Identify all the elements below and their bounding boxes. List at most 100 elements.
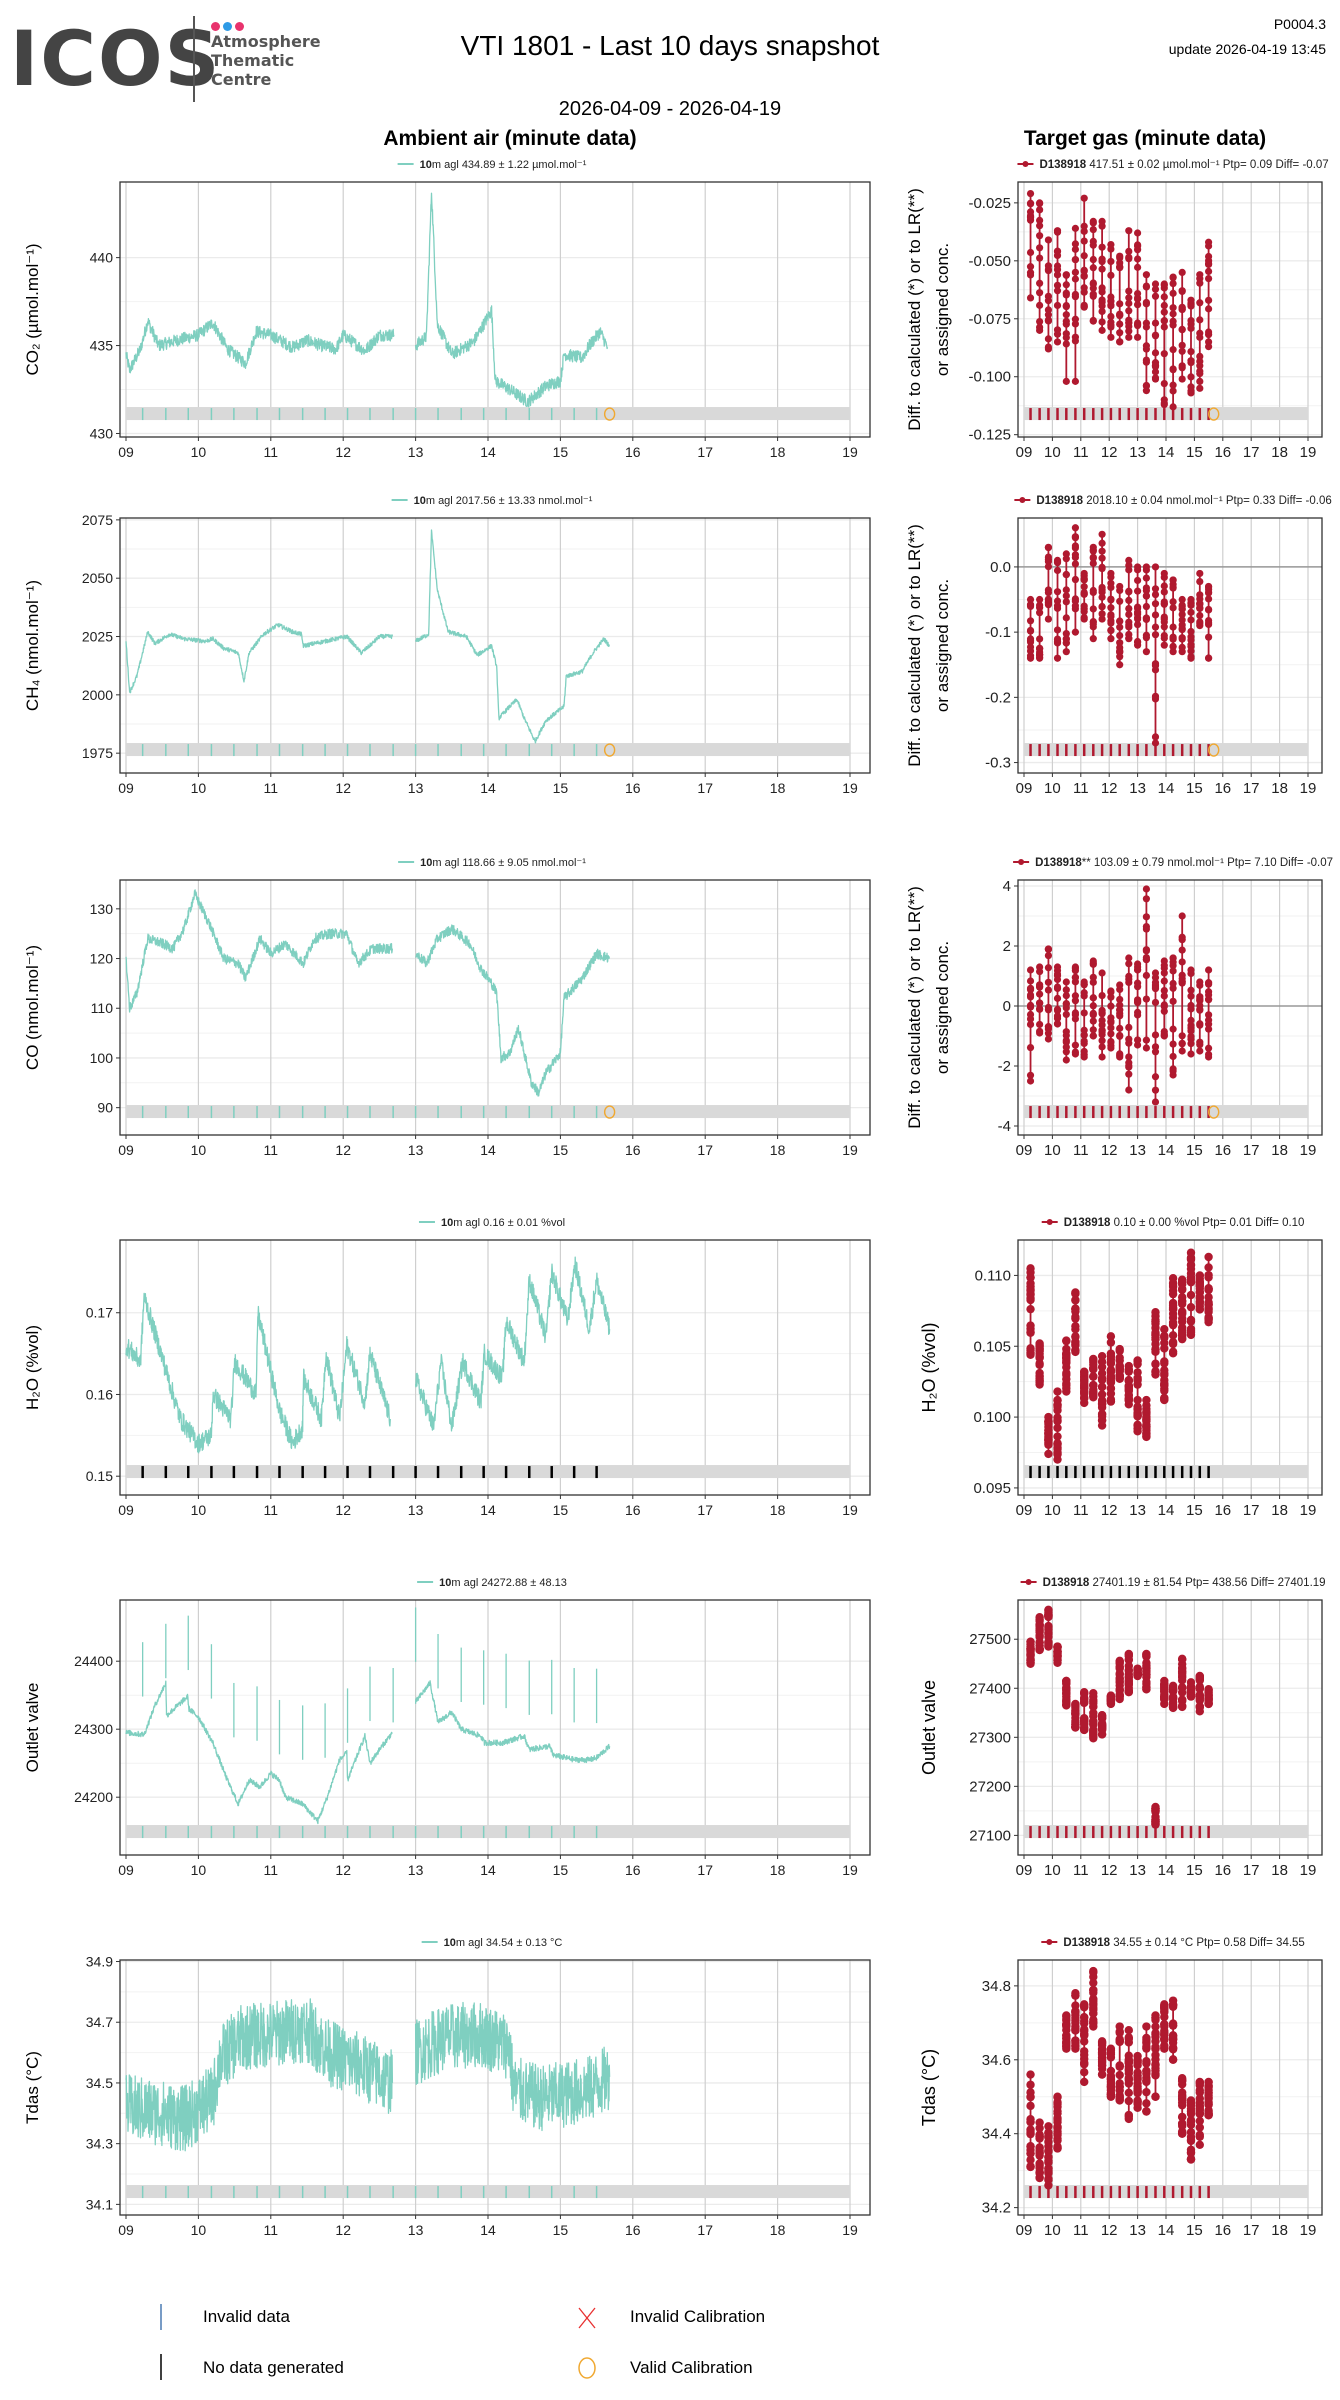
- target-data-point: [1107, 312, 1115, 321]
- y-tick-label: 0: [1003, 998, 1011, 1015]
- logo-line-2: Thematic: [211, 51, 295, 70]
- target-data-point: [1142, 971, 1151, 980]
- x-tick-label: 15: [553, 444, 569, 460]
- target-data-point: [1062, 311, 1070, 319]
- target-data-point: [1195, 2098, 1204, 2108]
- target-data-point: [1195, 2086, 1204, 2095]
- target-data-point: [1178, 287, 1186, 295]
- target-data-point: [1177, 2093, 1187, 2103]
- target-data-point: [1071, 1314, 1080, 1323]
- flag-band: [1024, 1105, 1308, 1119]
- target-data-point: [1169, 321, 1177, 329]
- target-data-point: [1196, 577, 1204, 586]
- target-data-point: [1053, 1020, 1062, 1028]
- target-data-point: [1125, 1063, 1133, 1071]
- target-data-point: [1089, 586, 1097, 595]
- target-data-point: [1187, 296, 1195, 304]
- target-data-point: [1205, 1050, 1213, 1059]
- target-data-point: [1116, 617, 1124, 625]
- target-data-point: [1168, 2021, 1178, 2030]
- target-data-point: [1071, 320, 1080, 328]
- target-data-point: [1036, 301, 1044, 309]
- target-data-point: [1151, 1333, 1160, 1342]
- y-tick-label: 24300: [74, 1721, 113, 1737]
- target-data-point: [1125, 604, 1133, 613]
- target-data-point: [1196, 611, 1204, 620]
- target-data-point: [1098, 586, 1106, 594]
- x-tick-label: 10: [191, 1502, 207, 1518]
- update-timestamp: update 2026-04-19 13:45: [1168, 41, 1326, 57]
- target-data-point: [1098, 610, 1106, 618]
- target-data-point: [1186, 2117, 1196, 2126]
- target-data-point: [1107, 1038, 1115, 1047]
- target-data-point: [1142, 947, 1151, 955]
- target-data-point: [1142, 2056, 1151, 2066]
- target-data-point: [1062, 629, 1070, 638]
- target-data-point: [1062, 1384, 1071, 1393]
- x-tick-label: 14: [1158, 2222, 1175, 2239]
- target-data-point: [1160, 623, 1168, 631]
- target-data-point: [1142, 615, 1151, 624]
- legend-key-dot: [1025, 1579, 1032, 1585]
- target-data-point: [1026, 2117, 1035, 2127]
- target-data-point: [1115, 2070, 1124, 2080]
- target-data-point: [1044, 1605, 1053, 1615]
- target-data-point: [1134, 638, 1142, 646]
- target-data-point: [1160, 301, 1168, 310]
- target-data-point: [1115, 2028, 1124, 2037]
- target-data-point: [1098, 302, 1106, 310]
- ambient-series-line: [414, 529, 610, 744]
- target-data-point: [1080, 1367, 1089, 1376]
- invalid-data-line-icon: [160, 2304, 162, 2330]
- target-data-point: [1125, 596, 1133, 605]
- target-data-point: [1177, 1702, 1187, 1711]
- target-data-point: [1151, 1367, 1160, 1377]
- target-data-point: [1151, 733, 1160, 741]
- x-tick-label: 19: [1300, 2222, 1317, 2239]
- target-data-point: [1125, 1086, 1133, 1094]
- target-data-point: [1116, 1006, 1124, 1014]
- target-data-point: [1036, 990, 1044, 998]
- target-data-point: [1071, 1723, 1080, 1732]
- y-tick-label: -0.3: [985, 755, 1011, 772]
- target-data-point: [1071, 553, 1080, 562]
- target-data-point: [1160, 1687, 1169, 1696]
- target-data-point: [1080, 1047, 1088, 1056]
- target-data-point: [1062, 1031, 1070, 1040]
- target-data-point: [1071, 1041, 1080, 1049]
- target-data-point: [1134, 979, 1142, 987]
- target-data-point: [1053, 1642, 1062, 1651]
- target-data-point: [1107, 604, 1115, 612]
- target-data-point: [1187, 324, 1195, 332]
- target-data-point: [1186, 1276, 1196, 1285]
- y-tick-label: 430: [90, 425, 114, 441]
- x-tick-label: 16: [625, 444, 641, 460]
- target-data-point: [1026, 200, 1035, 208]
- x-tick-label: 16: [1214, 1862, 1231, 1879]
- target-data-point: [1115, 2037, 1124, 2046]
- target-data-point: [1107, 257, 1115, 266]
- target-data-point: [1089, 605, 1097, 613]
- target-data-point: [1177, 1676, 1187, 1685]
- target-data-point: [1160, 588, 1168, 596]
- legend-stats: ** 103.09 ± 0.79 nmol.mol⁻¹ Ptp= 7.10 Di…: [1082, 857, 1333, 869]
- legend-station: D138918: [1036, 495, 1083, 507]
- target-data-point: [1160, 1333, 1169, 1342]
- target-data-point: [1089, 1997, 1098, 2006]
- x-tick-label: 12: [335, 2222, 351, 2238]
- ambient-series-line: [125, 1998, 394, 2152]
- y-tick-label: 2: [1003, 938, 1011, 955]
- target-data-point: [1080, 1693, 1089, 1703]
- y-axis-label: H₂O (%vol): [23, 1325, 42, 1410]
- target-data-point: [1178, 1047, 1186, 1055]
- target-data-point: [1089, 553, 1097, 561]
- target-data-point: [1115, 1656, 1124, 1666]
- target-data-point: [1124, 2096, 1133, 2106]
- target-data-point: [1062, 1676, 1071, 1686]
- target-data-point: [1187, 652, 1195, 661]
- target-data-point: [1116, 252, 1124, 260]
- target-data-point: [1089, 1688, 1098, 1698]
- target-data-point: [1097, 1351, 1107, 1361]
- target-data-point: [1080, 1031, 1088, 1039]
- y-tick-label: 0.16: [86, 1386, 113, 1402]
